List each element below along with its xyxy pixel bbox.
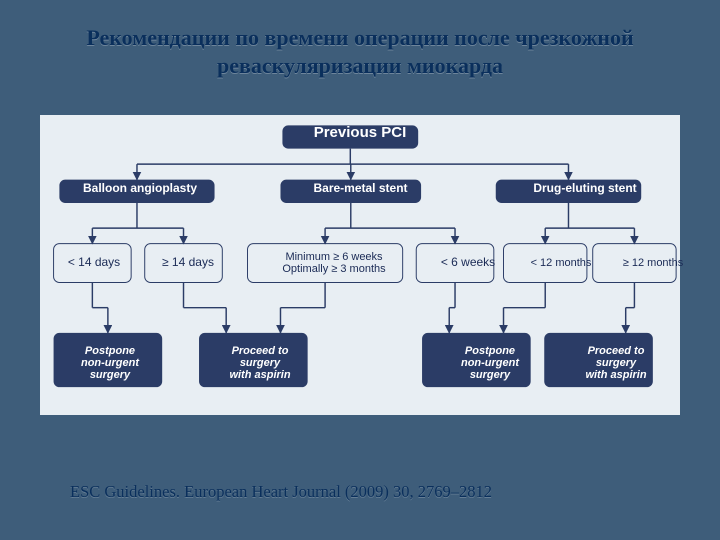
node-d3: Minimum ≥ 6 weeksOptimally ≥ 3 months xyxy=(254,243,414,283)
node-bare: Bare-metal stent xyxy=(288,177,433,201)
title-line1: Рекомендации по времени операции после ч… xyxy=(86,25,633,50)
node-d4: < 6 weeks xyxy=(428,243,508,283)
node-d1: < 14 days xyxy=(54,243,134,283)
node-drug: Drug-eluting stent xyxy=(510,177,660,201)
slide-title: Рекомендации по времени операции после ч… xyxy=(0,24,720,79)
node-d2: ≥ 14 days xyxy=(148,243,228,283)
title-line2: реваскуляризации миокарда xyxy=(217,53,503,78)
node-out1: Postponenon-urgentsurgery xyxy=(54,335,166,391)
node-root: Previous PCI xyxy=(290,121,430,145)
pci-flowchart: Previous PCI Balloon angioplasty Bare-meta… xyxy=(40,115,680,415)
node-balloon: Balloon angioplasty xyxy=(60,177,220,201)
node-out3: Postponenon-urgentsurgery xyxy=(434,335,546,391)
node-out4: Proceed tosurgerywith aspirin xyxy=(560,335,672,391)
node-d6: ≥ 12 months xyxy=(610,243,696,283)
citation: ESC Guidelines. European Heart Journal (… xyxy=(70,482,492,502)
node-d5: < 12 months xyxy=(518,243,604,283)
node-out2: Proceed tosurgerywith aspirin xyxy=(204,335,316,391)
